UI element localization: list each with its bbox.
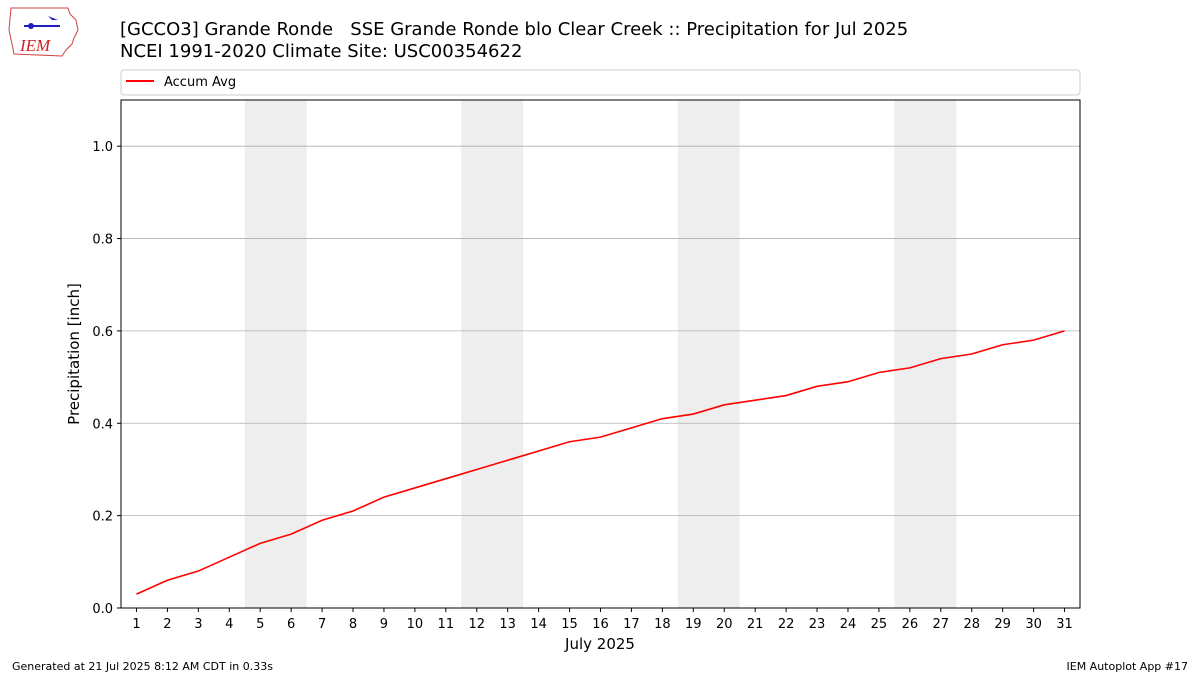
line-series bbox=[136, 330, 1065, 595]
logo-icon bbox=[48, 16, 58, 20]
weekend-shade bbox=[244, 100, 307, 608]
x-tick-label: 2 bbox=[163, 617, 171, 632]
x-tick-label: 28 bbox=[963, 617, 980, 632]
x-axis-label: July 2025 bbox=[564, 635, 635, 653]
x-tick-label: 29 bbox=[994, 617, 1011, 632]
weekend-shade bbox=[461, 100, 524, 608]
logo-outline bbox=[8, 7, 79, 57]
x-tick-label: 11 bbox=[438, 617, 455, 632]
weekend-shade bbox=[677, 100, 740, 608]
x-tick-label: 31 bbox=[1056, 617, 1073, 632]
x-tick-label: 26 bbox=[902, 617, 919, 632]
x-tick-label: 12 bbox=[468, 617, 485, 632]
y-axis-label: Precipitation [inch] bbox=[65, 283, 83, 425]
logo-icon bbox=[28, 23, 34, 29]
chart-subtitle: NCEI 1991-2020 Climate Site: USC00354622 bbox=[120, 41, 522, 62]
logo-text: IEM bbox=[19, 36, 51, 55]
x-tick-label: 16 bbox=[592, 617, 609, 632]
chart-title: [GCCO3] Grande Ronde SSE Grande Ronde bl… bbox=[120, 19, 908, 40]
x-tick-label: 30 bbox=[1025, 617, 1042, 632]
x-tick-label: 10 bbox=[407, 617, 424, 632]
x-tick-label: 7 bbox=[318, 617, 326, 632]
x-tick-label: 13 bbox=[499, 617, 516, 632]
x-tick-label: 24 bbox=[840, 617, 857, 632]
footer-left: Generated at 21 Jul 2025 8:12 AM CDT in … bbox=[12, 660, 273, 673]
x-tick-label: 17 bbox=[623, 617, 640, 632]
x-tick-label: 6 bbox=[287, 617, 295, 632]
y-tick-label: 0.4 bbox=[92, 417, 113, 432]
legend bbox=[120, 69, 1081, 96]
legend-label: Accum Avg bbox=[164, 75, 236, 90]
y-tick-label: 1.0 bbox=[92, 140, 113, 155]
x-tick-label: 1 bbox=[132, 617, 140, 632]
x-tick-label: 9 bbox=[380, 617, 388, 632]
x-tick-label: 18 bbox=[654, 617, 671, 632]
x-tick-label: 4 bbox=[225, 617, 233, 632]
x-tick-label: 8 bbox=[349, 617, 357, 632]
y-tick-label: 0.6 bbox=[92, 325, 113, 340]
x-tick-label: 22 bbox=[778, 617, 795, 632]
y-tick-label: 0.8 bbox=[92, 233, 113, 248]
x-tick-label: 21 bbox=[747, 617, 764, 632]
plot-frame bbox=[120, 99, 1081, 609]
x-tick-label: 27 bbox=[933, 617, 950, 632]
x-tick-label: 14 bbox=[530, 617, 547, 632]
x-tick-label: 5 bbox=[256, 617, 264, 632]
x-tick-label: 25 bbox=[871, 617, 888, 632]
weekend-shade bbox=[894, 100, 957, 608]
logo: IEM bbox=[8, 7, 79, 57]
x-tick-label: 23 bbox=[809, 617, 826, 632]
x-tick-label: 20 bbox=[716, 617, 733, 632]
y-tick-label: 0.2 bbox=[92, 510, 113, 525]
x-tick-label: 19 bbox=[685, 617, 702, 632]
y-tick-label: 0.0 bbox=[92, 602, 113, 617]
footer-right: IEM Autoplot App #17 bbox=[1067, 660, 1189, 673]
x-tick-label: 3 bbox=[194, 617, 202, 632]
x-tick-label: 15 bbox=[561, 617, 578, 632]
